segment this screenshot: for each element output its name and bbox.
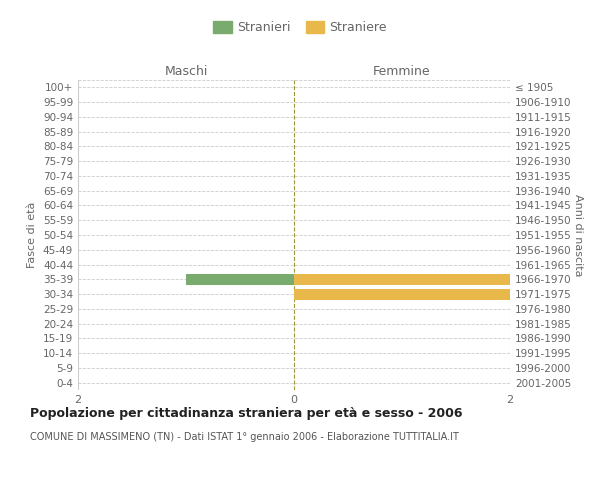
Bar <box>294 288 510 300</box>
Bar <box>294 274 510 285</box>
Y-axis label: Fasce di età: Fasce di età <box>28 202 37 268</box>
Text: Femmine: Femmine <box>373 65 431 78</box>
Text: Popolazione per cittadinanza straniera per età e sesso - 2006: Popolazione per cittadinanza straniera p… <box>30 408 463 420</box>
Text: COMUNE DI MASSIMENO (TN) - Dati ISTAT 1° gennaio 2006 - Elaborazione TUTTITALIA.: COMUNE DI MASSIMENO (TN) - Dati ISTAT 1°… <box>30 432 459 442</box>
Y-axis label: Anni di nascita: Anni di nascita <box>573 194 583 276</box>
Text: Maschi: Maschi <box>164 65 208 78</box>
Legend: Stranieri, Straniere: Stranieri, Straniere <box>208 16 392 40</box>
Bar <box>186 274 294 285</box>
